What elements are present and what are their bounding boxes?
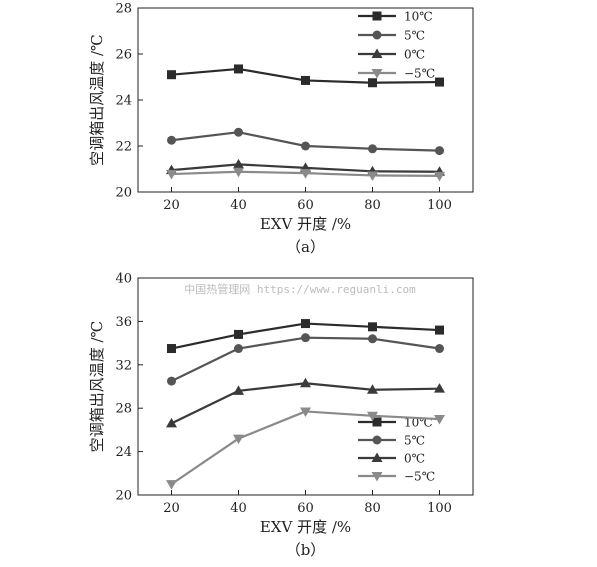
- chart-b-series-0-point: [435, 325, 444, 335]
- chart-b-y-tick-label: 28: [115, 402, 132, 417]
- chart-b-series-3-point: [367, 411, 378, 422]
- chart-a: 20 40 60 80 100 20 22 24 26 28 EXV 开度 /% 空调箱出风温度 /℃…: [88, 2, 474, 256]
- chart-b: 20 40 60 80 100 20 24 28 32 36 40 EXV 开度 /% 空调箱出风温度 …: [88, 272, 474, 559]
- chart-b-x-tick-label: 100: [427, 501, 452, 516]
- chart-a-legend-label: 5℃: [404, 29, 425, 43]
- chart-b-series-0-point: [301, 319, 310, 329]
- watermark-text: 中国热管理网 https://www.reguanli.com: [184, 282, 416, 296]
- chart-b-y-tick-label: 24: [115, 445, 132, 460]
- chart-a-series-3-point: [233, 167, 244, 178]
- chart-b-y-tick-label: 36: [115, 315, 132, 330]
- chart-a-x-tick-label: 40: [230, 198, 247, 213]
- chart-b-legend-label: −5℃: [404, 470, 435, 484]
- chart-b-series-2-point: [300, 377, 311, 388]
- chart-b-series-3-point: [300, 407, 311, 417]
- chart-b-series-1-point: [301, 333, 310, 343]
- chart-b-series-line-3: [170, 410, 440, 486]
- chart-a-series-3-point: [367, 171, 378, 181]
- chart-b-x-tick-label: 20: [163, 501, 180, 516]
- chart-a-legend-swatch-marker: [372, 30, 382, 40]
- chart-b-legend-swatch-marker: [372, 417, 382, 427]
- chart-a-legend-label: 10℃: [404, 10, 433, 24]
- chart-b-caption: （b）: [286, 541, 326, 559]
- chart-b-x-tick-label: 40: [230, 501, 247, 516]
- chart-a-series-1-point: [301, 141, 310, 151]
- chart-a-y-tick-label: 24: [115, 94, 132, 109]
- chart-a-series-3-point: [434, 171, 445, 182]
- chart-a-x-tick-label: 100: [427, 198, 452, 213]
- chart-b-legend-label: 0℃: [404, 452, 425, 466]
- chart-b-y-axis-label: 空调箱出风温度 /℃: [88, 321, 106, 453]
- chart-a-legend-swatch-marker: [371, 69, 383, 79]
- chart-a-y-axis-label: 空调箱出风温度 /℃: [88, 34, 106, 166]
- chart-b-series-0-point: [234, 329, 243, 339]
- chart-a-legend-label: −5℃: [404, 67, 435, 81]
- chart-a-y-tick-label: 22: [115, 140, 132, 155]
- chart-a-x-axis-label: EXV 开度 /%: [260, 215, 351, 233]
- chart-b-series-2-point: [434, 383, 445, 393]
- chart-a-y-tick-label: 20: [115, 186, 132, 201]
- chart-a-legend-swatch-marker: [371, 48, 383, 58]
- chart-b-series-0-point: [167, 344, 176, 354]
- chart-a-series-0-point: [234, 64, 243, 74]
- chart-b-x-tick-label: 60: [297, 501, 314, 516]
- chart-b-series-1-point: [234, 344, 243, 354]
- chart-a-caption: （a）: [286, 238, 325, 256]
- chart-a-legend-label: 0℃: [404, 48, 425, 62]
- chart-a-series-1-point: [368, 144, 377, 154]
- chart-b-legend-swatch-marker: [371, 452, 383, 462]
- chart-b-series-2-point: [367, 384, 378, 394]
- chart-b-series-3-point: [233, 434, 244, 445]
- chart-a-legend-swatch-marker: [372, 11, 382, 21]
- chart-b-series-1-point: [167, 376, 176, 386]
- chart-b-series-1-point: [368, 334, 377, 344]
- chart-b-y-tick-label: 20: [115, 489, 132, 504]
- chart-b-series-2-point: [233, 385, 244, 395]
- chart-b-legend-label: 5℃: [404, 434, 425, 448]
- chart-a-series-1-point: [435, 146, 444, 156]
- chart-a-y-tick-label: 28: [115, 2, 132, 17]
- chart-a-series-0-point: [301, 75, 310, 85]
- chart-a-series-1-point: [167, 135, 176, 145]
- chart-a-x-tick-label: 20: [163, 198, 180, 213]
- chart-a-x-tick-label: 60: [297, 198, 314, 213]
- chart-a-series-2-point: [233, 158, 244, 169]
- chart-a-y-tick-label: 26: [115, 48, 132, 63]
- chart-b-series-1-point: [435, 344, 444, 354]
- chart-b-legend-swatch-marker: [372, 435, 382, 445]
- chart-b-x-axis-label: EXV 开度 /%: [260, 518, 351, 536]
- chart-b-y-tick-label: 32: [115, 358, 132, 373]
- chart-a-series-3-point: [166, 170, 177, 180]
- chart-b-y-tick-label: 40: [115, 272, 132, 287]
- chart-b-series-0-point: [368, 322, 377, 332]
- chart-a-series-0-point: [167, 70, 176, 80]
- chart-a-x-tick-label: 80: [364, 198, 381, 213]
- chart-a-series-0-point: [368, 78, 377, 88]
- chart-a-series-3-point: [300, 169, 311, 179]
- chart-b-legend-swatch-marker: [371, 472, 383, 482]
- chart-b-series-3-point: [166, 480, 177, 490]
- chart-b-x-tick-label: 80: [364, 501, 381, 516]
- chart-a-series-1-point: [234, 127, 243, 137]
- chart-b-series-2-point: [166, 417, 177, 428]
- chart-a-series-0-point: [435, 77, 444, 87]
- chart-b-series-line-1: [171, 336, 440, 383]
- chart-b-series-3-point: [434, 415, 445, 425]
